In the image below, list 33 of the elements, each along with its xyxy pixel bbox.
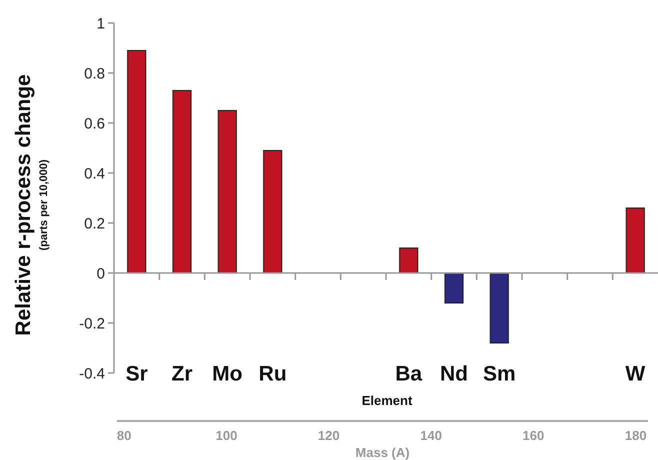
y-tick-label: 0: [96, 265, 105, 282]
bar: [218, 110, 237, 274]
bar: [127, 50, 146, 274]
y-axis-title: Relative r-process change (parts per 10,000): [12, 74, 50, 336]
y-tick-label: 1: [96, 15, 105, 32]
y-tick-label: 0.2: [84, 215, 105, 232]
y-tick-label: -0.2: [79, 315, 105, 332]
y-tick-label: 0.6: [84, 115, 105, 132]
bar: [172, 90, 192, 274]
x-tick-label: Sm: [482, 362, 516, 386]
x-tick-label: Nd: [440, 362, 468, 386]
y-tick-label: 0.8: [84, 65, 105, 82]
bar: [444, 272, 464, 304]
bar: [626, 208, 645, 274]
bar: [490, 272, 509, 344]
y-tick-label: 0.4: [84, 165, 105, 182]
x-tick-label: Ba: [395, 362, 422, 386]
x2-tick-label: 120: [318, 428, 340, 443]
x2-tick-label: 100: [216, 428, 238, 443]
x2-tick-label: 180: [624, 428, 647, 443]
x-tick-label: Ru: [258, 362, 287, 386]
bar: [263, 150, 282, 274]
x-axis-title: Element: [362, 393, 413, 408]
x-tick-label: Mo: [212, 362, 242, 386]
x-tick-label: Sr: [126, 362, 148, 386]
x2-tick-label: 160: [522, 428, 544, 443]
bar: [399, 248, 418, 274]
x2-tick-label: 140: [420, 428, 442, 443]
x2-tick-label: 80: [116, 428, 132, 443]
x-tick-label: W: [625, 362, 646, 386]
x2-axis-title: Mass (A): [355, 445, 410, 460]
y-tick-label: -0.4: [79, 365, 105, 382]
x-tick-label: Zr: [172, 362, 192, 386]
